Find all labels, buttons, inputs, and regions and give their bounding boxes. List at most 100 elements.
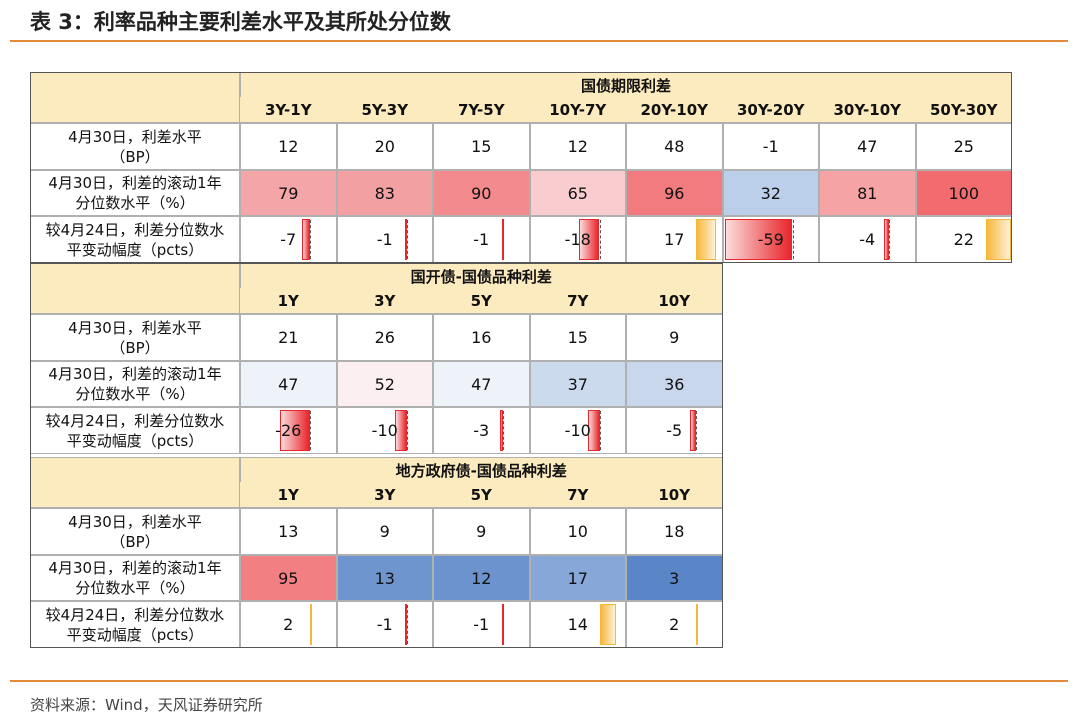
value-cell: 47 (433, 361, 530, 407)
row-label-line: （BP） (110, 147, 160, 166)
value-text: -1 (433, 601, 530, 648)
data-bar (578, 219, 600, 260)
value: -3 (473, 421, 490, 440)
value: 47 (278, 374, 299, 394)
value-cell: 47 (240, 361, 337, 407)
value-text: -10 (337, 407, 434, 454)
column-label: 5Y-3Y (361, 100, 409, 119)
row-label-line: （BP） (110, 338, 160, 357)
value-text: -3 (433, 407, 530, 454)
header-corner (30, 457, 240, 508)
value-text: 2 (240, 601, 337, 648)
value-text: 14 (530, 601, 627, 648)
value: -26 (275, 421, 302, 440)
row-label-line: 平变动幅度（pcts） (66, 431, 204, 450)
value-cell: 90 (433, 170, 530, 216)
value: -1 (473, 615, 490, 634)
column-header: 3Y-1Y (240, 97, 337, 123)
column-header: 10Y (626, 288, 723, 314)
value: 12 (567, 137, 588, 156)
section-name: 国开债-国债品种利差 (410, 267, 552, 286)
value-cell: 15 (433, 123, 530, 170)
value: 96 (664, 183, 685, 203)
value-cell: 9 (336, 508, 433, 555)
column-label: 10Y (658, 485, 691, 504)
value: 79 (278, 183, 299, 203)
value-cell: 20 (336, 123, 433, 170)
value-cell: 3 (626, 555, 723, 601)
value: 81 (857, 183, 878, 203)
row-label-line: 4月30日，利差的滚动1年 (48, 365, 222, 383)
value-cell: 12 (240, 123, 337, 170)
value: 83 (374, 183, 395, 203)
column-label: 3Y (374, 291, 396, 310)
column-header: 20Y-10Y (626, 97, 723, 123)
value-cell (240, 407, 337, 454)
data-bar (501, 604, 504, 645)
data-bar (395, 410, 407, 451)
column-header: 30Y-20Y (722, 97, 819, 123)
data-bar (985, 219, 1011, 260)
row-label: 较4月24日，利差分位数水 平变动幅度（pcts） (30, 216, 240, 263)
footer-rule (10, 680, 1068, 682)
bar-axis (503, 411, 504, 450)
row-label: 较4月24日，利差分位数水 平变动幅度（pcts） (30, 407, 240, 454)
column-label: 7Y (567, 291, 589, 310)
value-cell: 12 (433, 555, 530, 601)
column-header: 1Y (240, 288, 337, 314)
value: 10 (567, 522, 588, 541)
value: 14 (567, 615, 588, 634)
header-corner (30, 263, 240, 314)
column-label: 30Y-20Y (737, 100, 805, 119)
value: 90 (471, 183, 492, 203)
column-label: 10Y (658, 291, 691, 310)
value: -1 (473, 230, 490, 249)
value-cell: 16 (433, 314, 530, 361)
value-text: -18 (530, 216, 627, 263)
value: 25 (953, 137, 974, 156)
bar-axis (310, 411, 311, 450)
value-text: -10 (530, 407, 627, 454)
row-label-line: 较4月24日，利差分位数水 (45, 605, 225, 624)
value: 17 (664, 230, 685, 249)
column-header: 10Y-7Y (529, 97, 626, 123)
value: 65 (567, 183, 588, 203)
data-bar (280, 410, 310, 451)
value-cell: 10 (529, 508, 626, 555)
value: 9 (476, 522, 487, 541)
value-cell: 12 (529, 123, 626, 170)
column-label: 7Y (567, 485, 589, 504)
value: 9 (669, 328, 680, 347)
value: 17 (567, 568, 588, 588)
value-cell: 48 (626, 123, 723, 170)
title-rule (10, 40, 1068, 42)
bar-axis (599, 411, 601, 450)
row-label: 较4月24日，利差分位数水 平变动幅度（pcts） (30, 601, 240, 648)
source: 资料来源：Wind，天风证券研究所 (30, 696, 263, 714)
data-bar (696, 604, 699, 645)
bar-axis (792, 220, 794, 259)
column-label: 3Y-1Y (264, 100, 312, 119)
section-title: 地方政府债-国债品种利差 (240, 457, 723, 482)
value: 21 (278, 328, 299, 347)
value: 2 (669, 615, 680, 634)
value: -10 (371, 421, 398, 440)
value-text: -7 (240, 216, 337, 263)
data-bar (724, 219, 793, 260)
value: 15 (471, 137, 492, 156)
title: 表 3：利率品种主要利差水平及其所处分位数 (30, 10, 451, 34)
value: 15 (567, 328, 588, 347)
value-text: -1 (433, 216, 530, 263)
value: -5 (666, 421, 683, 440)
value: -1 (762, 137, 779, 156)
value: -7 (280, 230, 297, 249)
column-header: 7Y (529, 482, 626, 508)
section-name: 国债期限利差 (580, 76, 671, 95)
value-cell: 96 (626, 170, 723, 216)
value: 47 (471, 374, 492, 394)
value: 26 (374, 328, 395, 347)
value: 3 (669, 568, 680, 588)
value-text: 2 (626, 601, 723, 648)
bar-axis (406, 411, 408, 450)
data-bar (405, 219, 408, 260)
